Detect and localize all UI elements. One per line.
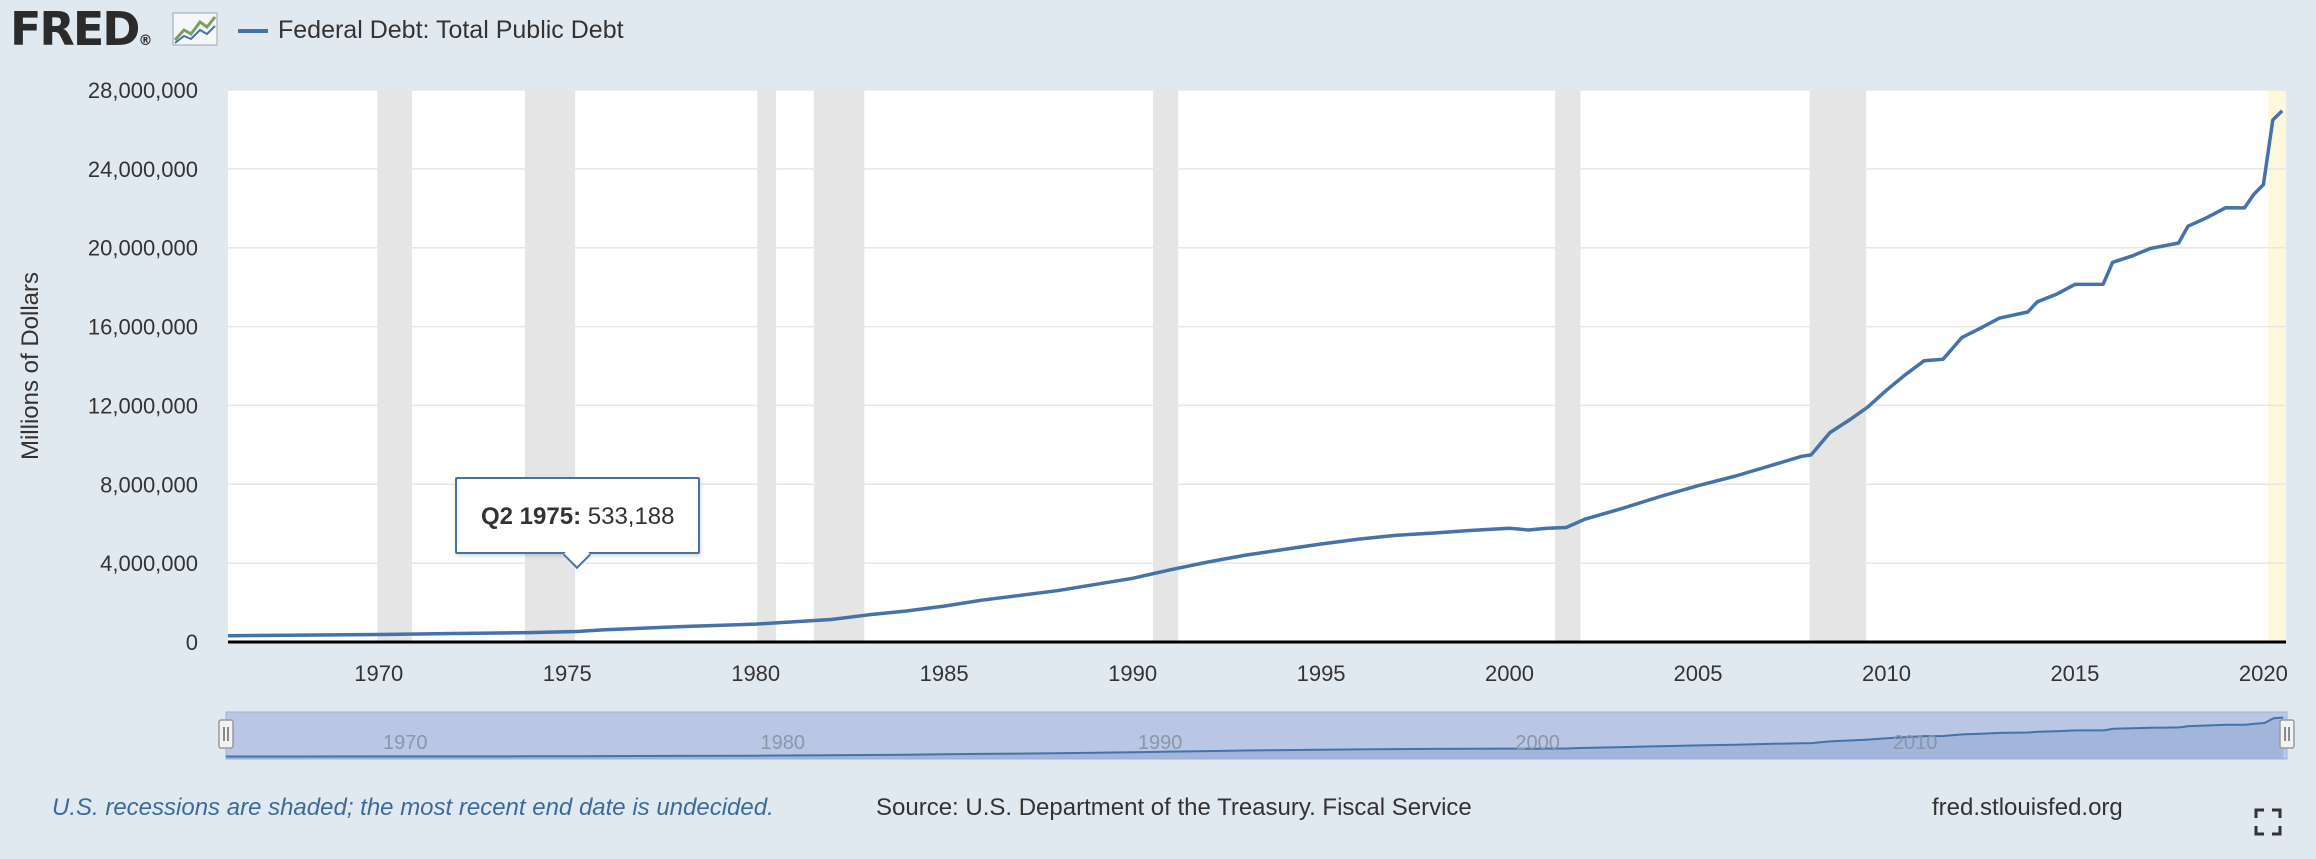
- x-tick-label: 1995: [1297, 661, 1346, 686]
- y-tick-label: 24,000,000: [88, 157, 198, 182]
- y-tick-label: 20,000,000: [88, 236, 198, 261]
- y-axis-label: Millions of Dollars: [17, 272, 44, 460]
- y-tick-label: 0: [186, 630, 198, 655]
- navigator-series-line: [226, 716, 2284, 758]
- legend-label: Federal Debt: Total Public Debt: [278, 16, 624, 44]
- y-tick-label: 12,000,000: [88, 393, 198, 418]
- recession-band: [1555, 90, 1581, 642]
- x-tick-label: 1980: [731, 661, 780, 686]
- recession-bands: [377, 90, 2286, 642]
- recession-band: [757, 90, 777, 642]
- chart-header: FRED® Federal Debt: Total Public Debt: [0, 0, 2316, 60]
- navigator-tick-label: 1980: [760, 732, 805, 754]
- x-tick-label: 2010: [1862, 661, 1911, 686]
- y-tick-label: 28,000,000: [88, 78, 198, 103]
- legend-swatch: [238, 29, 268, 33]
- series-line: [227, 109, 2284, 638]
- navigator-handle[interactable]: [2279, 719, 2295, 749]
- x-tick-labels: 1970 1975 1980 1985 1990 1995 2000 2005 2010 2015…: [354, 661, 2288, 686]
- chart-canvas: 0 4,000,000 8,000,000 12,000,000 16,000,000 2…: [17, 78, 2295, 760]
- tooltip-period: Q2 1975:: [481, 503, 582, 530]
- recession-band: [2268, 90, 2286, 642]
- fullscreen-icon[interactable]: [2254, 808, 2282, 836]
- navigator-tick-label: 1970: [383, 732, 428, 754]
- tooltip-value: 533,188: [587, 503, 675, 530]
- navigator-tick-label: 2000: [1515, 732, 1560, 754]
- x-tick-label: 2000: [1485, 661, 1534, 686]
- recession-note: U.S. recessions are shaded; the most rec…: [52, 794, 774, 821]
- fred-logo[interactable]: FRED®: [10, 2, 152, 56]
- recession-band: [813, 90, 865, 642]
- navigator-area: [226, 717, 2284, 759]
- fred-logo-text: FRED: [10, 2, 140, 56]
- navigator-tick-label: 1990: [1138, 732, 1183, 754]
- x-tick-label: 1985: [920, 661, 969, 686]
- line-chart-icon: [172, 12, 218, 46]
- y-tick-label: 16,000,000: [88, 315, 198, 340]
- x-tick-label: 2020: [2239, 661, 2288, 686]
- recession-band: [377, 90, 412, 642]
- x-tick-label: 1970: [354, 661, 403, 686]
- navigator-handle[interactable]: [218, 719, 234, 749]
- navigator-tick-label: 2010: [1893, 732, 1938, 754]
- navigator[interactable]: 1970 1980 1990 2000 2010: [218, 711, 2295, 760]
- y-tick-label: 4,000,000: [100, 551, 198, 576]
- x-tick-label: 2005: [1674, 661, 1723, 686]
- fred-url-link[interactable]: fred.stlouisfed.org: [1932, 794, 2123, 821]
- recession-band: [1152, 90, 1179, 642]
- data-tooltip: Q2 1975: 533,188: [455, 477, 700, 570]
- y-tick-labels: 0 4,000,000 8,000,000 12,000,000 16,000,000 2…: [88, 78, 198, 655]
- x-tick-label: 1990: [1108, 661, 1157, 686]
- source-text: Source: U.S. Department of the Treasury.…: [876, 794, 1472, 821]
- y-tick-label: 8,000,000: [100, 472, 198, 497]
- recession-band: [1809, 90, 1867, 642]
- fred-logo-mark: ®: [138, 33, 153, 49]
- series-group: [227, 109, 2284, 638]
- x-tick-label: 2015: [2050, 661, 2099, 686]
- tooltip-text: Q2 1975: 533,188: [481, 503, 675, 531]
- x-tick-label: 1975: [543, 661, 592, 686]
